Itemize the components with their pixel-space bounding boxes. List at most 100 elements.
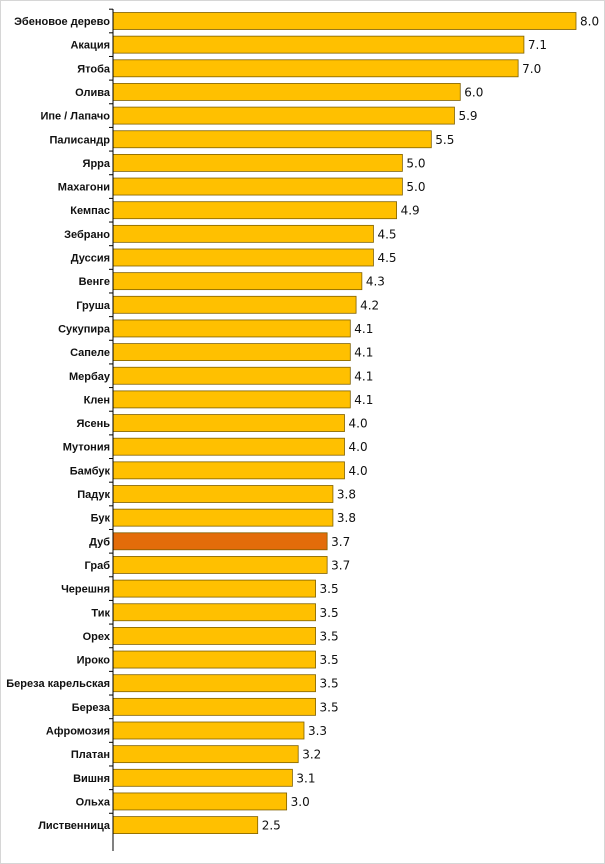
category-label-11: Венге [79, 276, 110, 288]
category-label-28: Береза карельская [6, 678, 110, 690]
bar-2 [112, 59, 519, 78]
category-label-31: Платан [71, 749, 110, 761]
value-label-31: 3.2 [302, 748, 321, 762]
bar-17 [112, 414, 345, 432]
category-label-6: Ярра [83, 158, 111, 170]
bar-32 [112, 768, 293, 787]
bar-12 [112, 295, 357, 314]
bar-10 [112, 248, 374, 267]
bar-20 [112, 485, 334, 503]
bar-13 [112, 319, 351, 338]
value-label-34: 2.5 [262, 819, 281, 833]
value-label-5: 5.5 [435, 133, 454, 147]
bar-14 [112, 343, 351, 362]
bar-22 [112, 532, 328, 551]
category-label-33: Ольха [76, 796, 111, 808]
value-label-26: 3.5 [320, 629, 339, 643]
value-label-12: 4.2 [360, 298, 379, 312]
category-label-27: Ироко [77, 655, 111, 667]
bar-9 [112, 224, 374, 243]
category-label-16: Клен [84, 394, 110, 406]
value-labels-layer: 8.0 7.1 7.0 6.0 5.9 5.5 5.0 5.0 4.9 4.5 4.5 4.3 4.2 4… [262, 15, 599, 833]
bar-8 [112, 201, 397, 220]
category-label-34: Лиственница [38, 820, 111, 832]
category-label-32: Вишня [73, 773, 110, 785]
category-label-0: Эбеновое дерево [14, 16, 110, 28]
category-label-4: Ипе / Лапачо [40, 111, 110, 123]
bar-23 [112, 556, 328, 574]
value-label-17: 4.0 [349, 417, 368, 431]
bar-7 [112, 177, 403, 196]
value-label-14: 4.1 [354, 346, 373, 360]
category-label-12: Груша [76, 300, 111, 312]
value-label-13: 4.1 [354, 322, 373, 336]
category-label-14: Сапеле [70, 347, 110, 359]
bar-19 [112, 461, 345, 480]
value-label-23: 3.7 [331, 558, 350, 572]
value-label-22: 3.7 [331, 535, 350, 549]
value-label-8: 4.9 [401, 204, 420, 218]
value-label-25: 3.5 [320, 606, 339, 620]
value-label-27: 3.5 [320, 653, 339, 667]
value-label-9: 4.5 [377, 227, 396, 241]
bar-28 [112, 674, 316, 693]
category-label-9: Зебрано [64, 229, 110, 241]
bar-0 [112, 12, 577, 30]
value-label-29: 3.5 [320, 700, 339, 714]
category-labels-layer: Эбеновое дерево Акация Ятоба Олива Ипе / Лап… [6, 16, 111, 832]
bar-18 [112, 437, 345, 456]
value-label-11: 4.3 [366, 275, 385, 289]
category-label-30: Афромозия [46, 726, 110, 738]
value-label-0: 8.0 [580, 15, 599, 29]
value-label-10: 4.5 [377, 251, 396, 265]
value-label-4: 5.9 [458, 109, 477, 123]
bar-25 [112, 603, 316, 622]
category-label-19: Бамбук [70, 465, 111, 477]
value-label-28: 3.5 [320, 677, 339, 691]
bar-11 [112, 272, 363, 291]
bar-21 [112, 508, 334, 527]
value-label-7: 5.0 [406, 180, 425, 194]
category-label-10: Дуссия [71, 253, 110, 265]
bar-26 [112, 627, 316, 645]
bar-30 [112, 721, 305, 740]
category-label-1: Акация [70, 40, 110, 52]
value-label-32: 3.1 [296, 771, 315, 785]
category-label-13: Сукупира [58, 323, 111, 335]
value-label-1: 7.1 [528, 38, 547, 52]
bar-4 [112, 106, 455, 125]
category-label-26: Орех [83, 631, 111, 643]
bar-6 [112, 153, 403, 172]
value-label-19: 4.0 [349, 464, 368, 478]
category-label-20: Падук [77, 489, 110, 501]
bar-3 [112, 83, 461, 101]
category-label-7: Махагони [58, 182, 110, 194]
category-label-21: Бук [91, 513, 111, 525]
value-label-6: 5.0 [406, 156, 425, 170]
bar-27 [112, 650, 316, 669]
bar-29 [112, 697, 316, 716]
category-label-24: Черешня [61, 584, 110, 596]
bar-24 [112, 579, 316, 598]
value-label-33: 3.0 [291, 795, 310, 809]
category-label-8: Кемпас [70, 205, 110, 217]
category-label-3: Олива [75, 87, 111, 99]
bar-34 [112, 816, 259, 834]
bars-layer [109, 8, 577, 834]
category-label-23: Граб [85, 560, 111, 572]
bar-15 [112, 366, 351, 385]
value-label-18: 4.0 [349, 440, 368, 454]
value-label-2: 7.0 [522, 62, 541, 76]
value-label-3: 6.0 [464, 85, 483, 99]
value-label-30: 3.3 [308, 724, 327, 738]
bar-16 [112, 390, 351, 409]
bar-1 [112, 35, 525, 54]
category-label-18: Мутония [63, 442, 110, 454]
value-label-15: 4.1 [354, 369, 373, 383]
category-label-29: Береза [72, 702, 111, 714]
value-label-16: 4.1 [354, 393, 373, 407]
value-label-24: 3.5 [320, 582, 339, 596]
category-label-2: Ятоба [77, 63, 111, 75]
